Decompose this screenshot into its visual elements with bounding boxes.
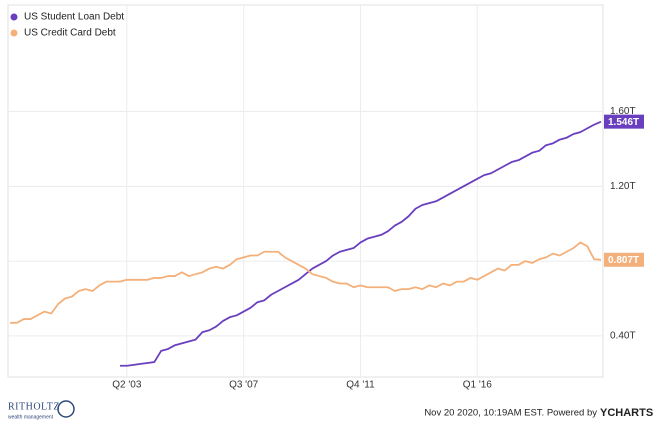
- series-line: [119, 120, 602, 367]
- logo-name: RITHOLTZ: [8, 401, 60, 412]
- series-line: [10, 241, 602, 324]
- y-tick-label: 0.40T: [610, 331, 636, 342]
- end-value-flag: [604, 252, 644, 267]
- logo: RITHOLTZ wealth management: [8, 400, 75, 420]
- logo-mark: [57, 400, 75, 418]
- x-tick-label: Q3 '07: [229, 380, 259, 391]
- end-value-label: 0.807T: [608, 255, 639, 266]
- end-value-label: 1.546T: [608, 117, 639, 128]
- footer-brand: YCHARTS: [600, 407, 653, 419]
- legend-marker: [10, 13, 18, 21]
- x-tick-label: Q4 '11: [346, 380, 375, 391]
- x-tick-label: Q2 '03: [112, 380, 142, 391]
- plot-frame: [7, 4, 604, 378]
- end-value-flag: [604, 114, 644, 129]
- y-tick-label: 1.20T: [610, 181, 636, 192]
- grid: [8, 5, 603, 377]
- legend-marker: [10, 29, 18, 37]
- x-tick-label: Q1 '16: [463, 380, 493, 391]
- y-tick-label: 1.60T: [610, 106, 636, 117]
- logo-tagline: wealth management: [8, 414, 54, 420]
- footer-timestamp: Nov 20 2020, 10:19AM EST. Powered by: [424, 408, 597, 419]
- legend-label: US Credit Card Debt: [24, 28, 116, 39]
- legend-label: US Student Loan Debt: [24, 12, 124, 23]
